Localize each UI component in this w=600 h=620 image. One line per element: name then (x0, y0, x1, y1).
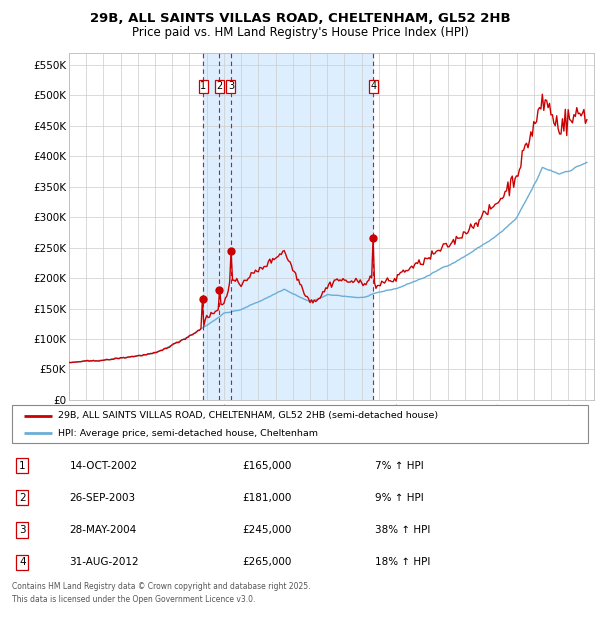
Text: 2: 2 (217, 81, 223, 91)
Text: £165,000: £165,000 (242, 461, 292, 471)
Text: 38% ↑ HPI: 38% ↑ HPI (375, 525, 430, 535)
Text: 1: 1 (19, 461, 26, 471)
Text: This data is licensed under the Open Government Licence v3.0.: This data is licensed under the Open Gov… (12, 595, 256, 604)
Text: 2: 2 (19, 493, 26, 503)
Text: 29B, ALL SAINTS VILLAS ROAD, CHELTENHAM, GL52 2HB: 29B, ALL SAINTS VILLAS ROAD, CHELTENHAM,… (89, 12, 511, 25)
Text: 4: 4 (370, 81, 376, 91)
Text: £181,000: £181,000 (242, 493, 292, 503)
Text: HPI: Average price, semi-detached house, Cheltenham: HPI: Average price, semi-detached house,… (58, 429, 318, 438)
Text: 26-SEP-2003: 26-SEP-2003 (70, 493, 136, 503)
Text: 18% ↑ HPI: 18% ↑ HPI (375, 557, 430, 567)
Text: 31-AUG-2012: 31-AUG-2012 (70, 557, 139, 567)
FancyBboxPatch shape (12, 405, 588, 443)
Text: 3: 3 (228, 81, 234, 91)
Text: £265,000: £265,000 (242, 557, 292, 567)
Text: £245,000: £245,000 (242, 525, 292, 535)
Bar (203, 53, 373, 400)
Text: 4: 4 (19, 557, 26, 567)
Text: 1: 1 (200, 81, 206, 91)
Text: Contains HM Land Registry data © Crown copyright and database right 2025.: Contains HM Land Registry data © Crown c… (12, 582, 311, 591)
Text: 14-OCT-2002: 14-OCT-2002 (70, 461, 138, 471)
Text: 9% ↑ HPI: 9% ↑ HPI (375, 493, 424, 503)
Text: Price paid vs. HM Land Registry's House Price Index (HPI): Price paid vs. HM Land Registry's House … (131, 26, 469, 39)
Text: 28-MAY-2004: 28-MAY-2004 (70, 525, 137, 535)
Text: 29B, ALL SAINTS VILLAS ROAD, CHELTENHAM, GL52 2HB (semi-detached house): 29B, ALL SAINTS VILLAS ROAD, CHELTENHAM,… (58, 411, 438, 420)
Text: 7% ↑ HPI: 7% ↑ HPI (375, 461, 424, 471)
Text: 3: 3 (19, 525, 26, 535)
